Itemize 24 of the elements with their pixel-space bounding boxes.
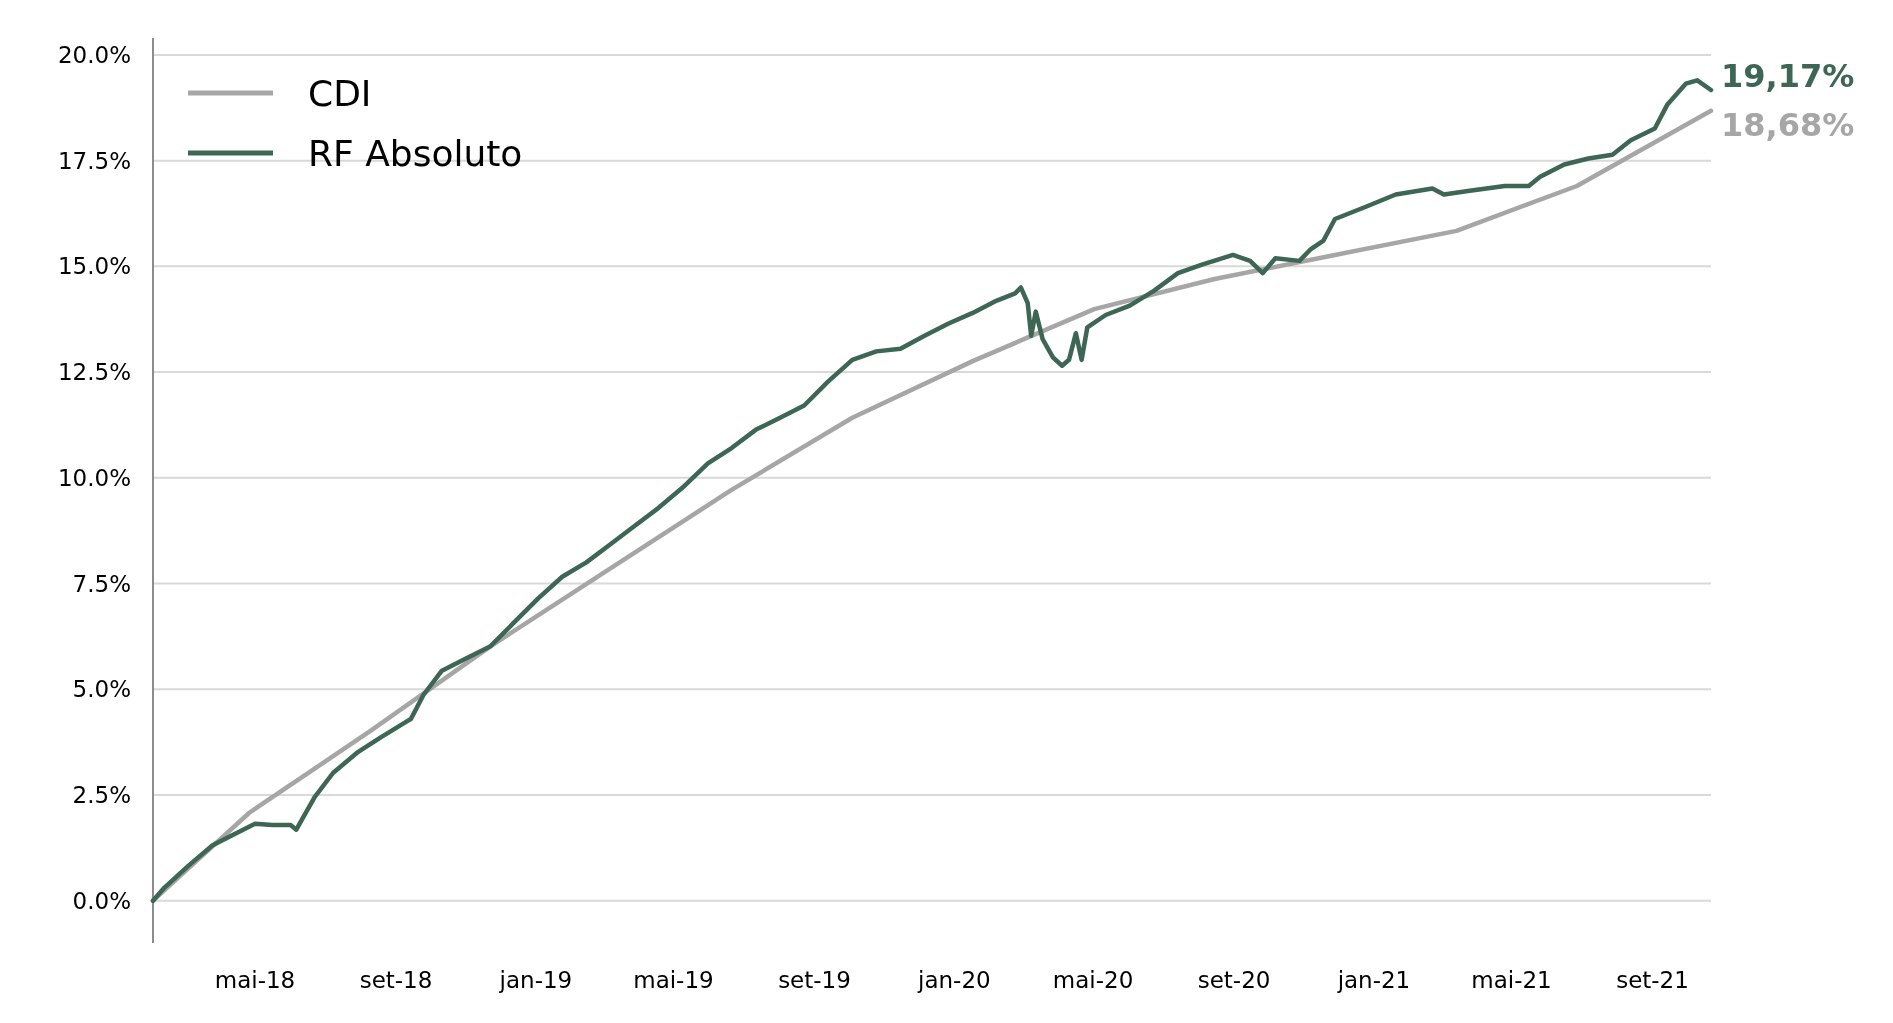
x-tick-label: jan-20 (917, 967, 991, 993)
x-tick-label: jan-19 (498, 967, 573, 993)
x-tick-label: mai-19 (633, 967, 714, 993)
y-tick-label: 2.5% (72, 782, 131, 809)
data-label: 19,17% (1721, 57, 1855, 96)
legend-label: RF Absoluto (308, 132, 523, 174)
x-tick-label: set-20 (1197, 967, 1271, 993)
y-tick-label: 7.5% (72, 570, 131, 597)
y-tick-label: 15.0% (57, 253, 131, 280)
data-label: 18,68% (1721, 105, 1855, 144)
y-tick-label: 0.0% (72, 887, 131, 914)
y-tick-label: 12.5% (57, 359, 131, 386)
y-tick-label: 17.5% (57, 147, 131, 174)
x-tick-label: jan-21 (1336, 967, 1411, 993)
x-tick-label: set-18 (359, 967, 433, 993)
x-tick-label: mai-20 (1052, 967, 1134, 993)
x-tick-label: set-21 (1616, 967, 1689, 993)
legend-label: CDI (308, 72, 372, 114)
y-tick-label: 5.0% (72, 676, 131, 703)
x-tick-label: set-19 (778, 967, 851, 993)
x-tick-label: mai-18 (214, 967, 296, 993)
x-tick-label: mai-21 (1471, 967, 1552, 993)
y-tick-label: 10.0% (57, 464, 131, 491)
y-tick-label: 20.0% (57, 41, 131, 68)
